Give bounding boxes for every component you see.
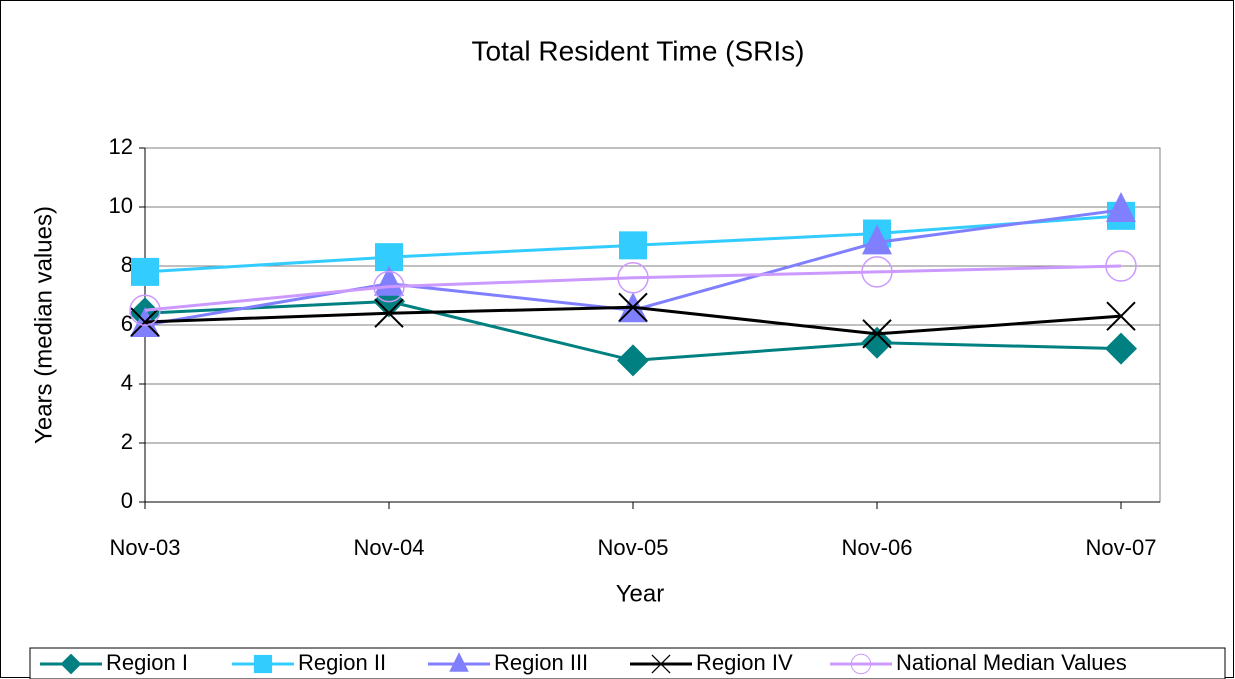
legend-marker (651, 654, 671, 674)
marker (129, 294, 161, 326)
marker (619, 231, 647, 260)
y-axis-label: Years (median values) (30, 206, 57, 444)
legend-marker (449, 652, 469, 672)
y-tick-label: 10 (109, 193, 133, 218)
marker (617, 262, 649, 294)
y-tick-label: 8 (121, 252, 133, 277)
marker (373, 270, 405, 303)
y-tick-label: 6 (121, 311, 133, 336)
x-axis-label: Year (616, 580, 665, 607)
chart-title: Total Resident Time (SRIs) (472, 35, 805, 66)
x-tick-label: Nov-07 (1086, 535, 1157, 560)
legend-label: National Median Values (896, 650, 1127, 675)
marker (1106, 191, 1136, 222)
marker (1105, 332, 1137, 365)
marker (618, 292, 648, 323)
marker (131, 257, 159, 286)
marker (617, 344, 649, 377)
legend-box (29, 647, 1226, 679)
marker (1106, 301, 1136, 331)
legend-marker (253, 654, 273, 674)
legend-label: Region II (298, 650, 386, 675)
y-tick-label: 0 (121, 488, 133, 513)
x-tick-label: Nov-04 (354, 535, 425, 560)
legend-label: Region IV (696, 650, 793, 675)
x-tick-label: Nov-05 (598, 535, 669, 560)
marker (1105, 250, 1137, 282)
legend-label: Region I (106, 650, 188, 675)
x-tick-label: Nov-03 (110, 535, 181, 560)
y-tick-label: 2 (121, 429, 133, 454)
series-line (144, 264, 1122, 312)
marker (861, 256, 893, 288)
y-tick-label: 4 (121, 370, 133, 395)
marker (130, 307, 160, 337)
marker (862, 224, 892, 255)
marker (862, 319, 892, 349)
y-tick-label: 12 (109, 134, 133, 159)
legend-label: Region III (494, 650, 588, 675)
x-tick-label: Nov-06 (842, 535, 913, 560)
legend-marker (850, 653, 872, 675)
marker (374, 298, 404, 328)
